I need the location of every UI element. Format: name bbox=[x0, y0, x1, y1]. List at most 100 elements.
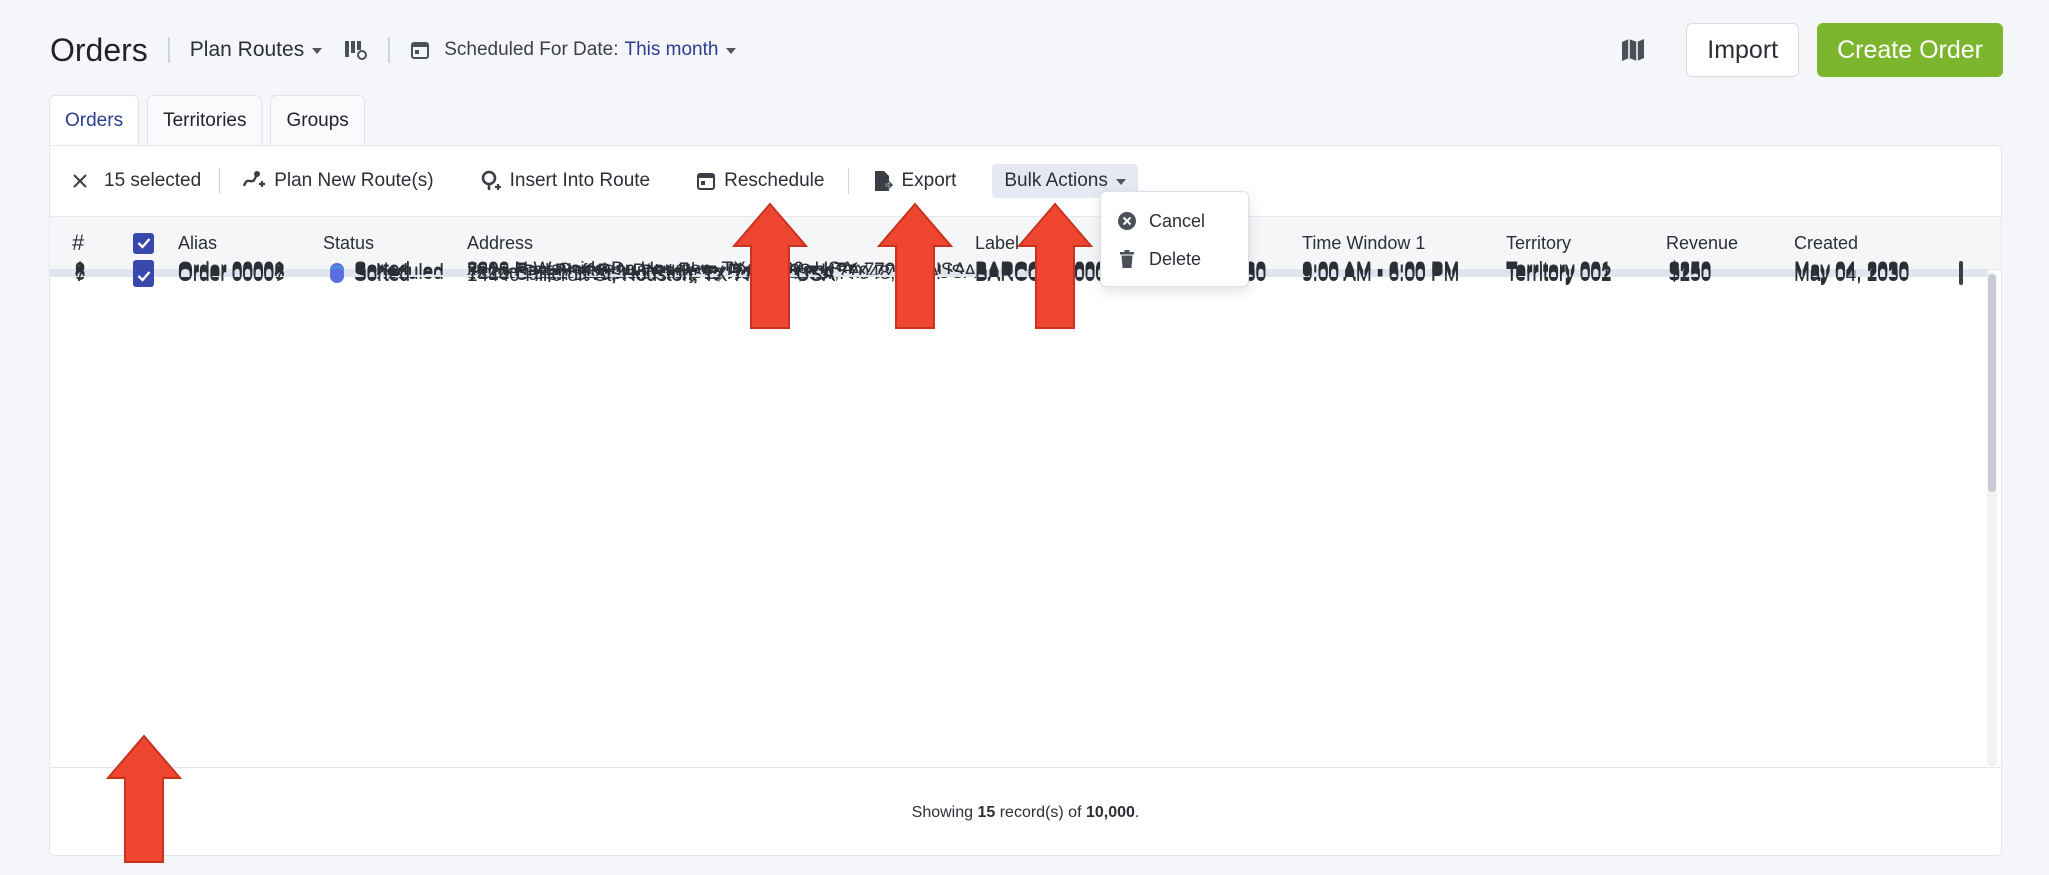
reschedule-button[interactable]: Reschedule bbox=[696, 170, 824, 192]
menu-item-cancel-label: Cancel bbox=[1149, 210, 1206, 231]
footer-count: 15 bbox=[977, 803, 996, 821]
check-icon bbox=[137, 238, 150, 249]
row-alias: Order 00007 bbox=[178, 265, 285, 286]
scrollbar-thumb[interactable] bbox=[1988, 274, 1996, 492]
pin-add-icon bbox=[481, 170, 501, 190]
row-number: 4 bbox=[74, 262, 86, 283]
orders-table-card: 15 selected Plan New Route(s) Insert Int… bbox=[49, 145, 2002, 856]
row-checkbox[interactable] bbox=[133, 265, 154, 287]
footer-prefix: Showing bbox=[911, 803, 978, 821]
column-header-created[interactable]: Created bbox=[1794, 232, 1859, 253]
export-label: Export bbox=[901, 170, 957, 191]
column-header-revenue[interactable]: Revenue bbox=[1666, 232, 1739, 253]
row-number: 7 bbox=[74, 265, 86, 286]
create-order-button[interactable]: Create Order bbox=[1817, 23, 2003, 77]
toolbar-divider bbox=[219, 168, 221, 194]
chevron-down-icon bbox=[1115, 179, 1126, 185]
row-revenue: $250 bbox=[1669, 263, 1712, 284]
trash-icon bbox=[1120, 250, 1134, 268]
selection-toolbar: 15 selected Plan New Route(s) Insert Int… bbox=[50, 146, 2001, 217]
row-created: May 04, 2030 bbox=[1794, 265, 1910, 286]
close-icon bbox=[73, 174, 87, 188]
footer-suffix: . bbox=[1134, 803, 1140, 821]
map-icon[interactable] bbox=[1620, 37, 1646, 63]
clear-selection-button[interactable] bbox=[72, 173, 88, 189]
column-header-time-window[interactable]: Time Window 1 bbox=[1302, 232, 1426, 253]
bulk-actions-menu: Cancel Delete bbox=[1100, 191, 1249, 287]
row-created: May 04, 2030 bbox=[1794, 264, 1910, 285]
row-number: 5 bbox=[74, 263, 86, 284]
row-number: 3 bbox=[74, 261, 86, 282]
insert-into-route-label: Insert Into Route bbox=[509, 170, 651, 191]
select-all-checkbox[interactable] bbox=[133, 232, 154, 254]
table-footer: Showing 15 record(s) of 10,000 . bbox=[50, 767, 2001, 855]
column-header-address[interactable]: Address bbox=[467, 232, 534, 253]
tab-territories[interactable]: Territories bbox=[147, 95, 263, 145]
file-export-icon bbox=[875, 171, 894, 191]
row-time-window: 9:00 AM - 6:00 PM bbox=[1302, 264, 1460, 285]
row-address: Home Depot, 11820 Dickinson Rd, Houston,… bbox=[467, 262, 977, 283]
calendar-icon bbox=[411, 42, 430, 59]
row-address: 7410 Cullen Blvd, Houston, TX 77021, USA bbox=[467, 264, 835, 285]
date-filter-value: This month bbox=[624, 39, 719, 60]
row-created: May 04, 2030 bbox=[1794, 262, 1910, 283]
scheduled-date-filter[interactable]: Scheduled For Date: This month bbox=[410, 39, 737, 61]
annotation-arrow-up-icon bbox=[877, 202, 953, 329]
menu-item-delete[interactable]: Delete bbox=[1101, 240, 1248, 278]
plan-routes-label: Plan Routes bbox=[189, 38, 305, 61]
cancel-circle-icon bbox=[1118, 212, 1136, 230]
annotation-arrow-up-icon bbox=[106, 734, 182, 863]
row-revenue: $250 bbox=[1669, 265, 1712, 286]
plan-new-routes-button[interactable]: Plan New Route(s) bbox=[242, 170, 434, 192]
bulk-actions-label: Bulk Actions bbox=[1004, 170, 1108, 191]
menu-item-cancel[interactable]: Cancel bbox=[1101, 202, 1248, 240]
row-address: 4121 S Sam Houston Pkwy E, Houston, TX 7… bbox=[467, 263, 940, 284]
row-territory: Territory 002 bbox=[1506, 264, 1612, 285]
row-territory: Territory 002 bbox=[1506, 265, 1612, 286]
header-divider bbox=[388, 37, 391, 63]
row-revenue: $250 bbox=[1669, 262, 1712, 283]
row-status: Scheduled bbox=[354, 263, 444, 284]
chevron-down-icon bbox=[726, 48, 737, 54]
column-header-label[interactable]: Label bbox=[975, 232, 1020, 253]
row-number: 1 bbox=[74, 259, 86, 280]
row-alias: Order 00004 bbox=[178, 262, 285, 283]
row-number: 2 bbox=[74, 260, 86, 281]
row-status: Scheduled bbox=[354, 262, 444, 283]
calendar-icon bbox=[697, 173, 716, 190]
header-divider bbox=[167, 37, 170, 63]
toolbar-divider bbox=[848, 168, 850, 194]
check-icon bbox=[137, 271, 150, 282]
row-revenue: $250 bbox=[1669, 264, 1712, 285]
footer-middle: record(s) of bbox=[995, 803, 1086, 821]
column-header-status[interactable]: Status bbox=[323, 232, 375, 253]
row-more-icon[interactable] bbox=[1959, 267, 1963, 285]
tab-bar: Orders Territories Groups bbox=[49, 95, 365, 146]
board-settings-icon[interactable] bbox=[344, 39, 368, 61]
plan-new-routes-label: Plan New Route(s) bbox=[274, 170, 434, 191]
row-time-window: 9:00 AM - 6:00 PM bbox=[1302, 263, 1460, 284]
date-filter-label: Scheduled For Date: bbox=[444, 39, 619, 60]
column-header-territory[interactable]: Territory bbox=[1506, 232, 1572, 253]
row-number: 6 bbox=[74, 264, 86, 285]
row-alias: Order 00006 bbox=[178, 264, 285, 285]
tab-orders[interactable]: Orders bbox=[49, 95, 140, 146]
chevron-down-icon bbox=[312, 48, 323, 54]
row-alias: Order 00005 bbox=[178, 263, 285, 284]
row-territory: Territory 002 bbox=[1506, 263, 1612, 284]
row-status: Sorted bbox=[354, 264, 410, 285]
row-time-window: 9:00 AM - 6:00 PM bbox=[1302, 262, 1460, 283]
column-header-alias[interactable]: Alias bbox=[178, 232, 218, 253]
import-button[interactable]: Import bbox=[1686, 23, 1800, 77]
selected-count: 15 selected bbox=[104, 170, 202, 191]
plan-routes-dropdown[interactable]: Plan Routes bbox=[189, 38, 323, 62]
row-created: May 04, 2030 bbox=[1794, 263, 1910, 284]
annotation-arrow-up-icon bbox=[1017, 202, 1093, 329]
export-button[interactable]: Export bbox=[873, 170, 956, 192]
tab-groups[interactable]: Groups bbox=[270, 95, 365, 145]
status-badge: Sorted bbox=[330, 265, 410, 287]
table-scrollbar[interactable] bbox=[1987, 272, 1997, 767]
insert-into-route-button[interactable]: Insert Into Route bbox=[480, 169, 650, 193]
page-header: Orders Plan Routes Scheduled For Date: T… bbox=[50, 22, 2003, 78]
row-address: 14440 Hillcroft St, Houston, TX 77085, U… bbox=[467, 265, 836, 286]
